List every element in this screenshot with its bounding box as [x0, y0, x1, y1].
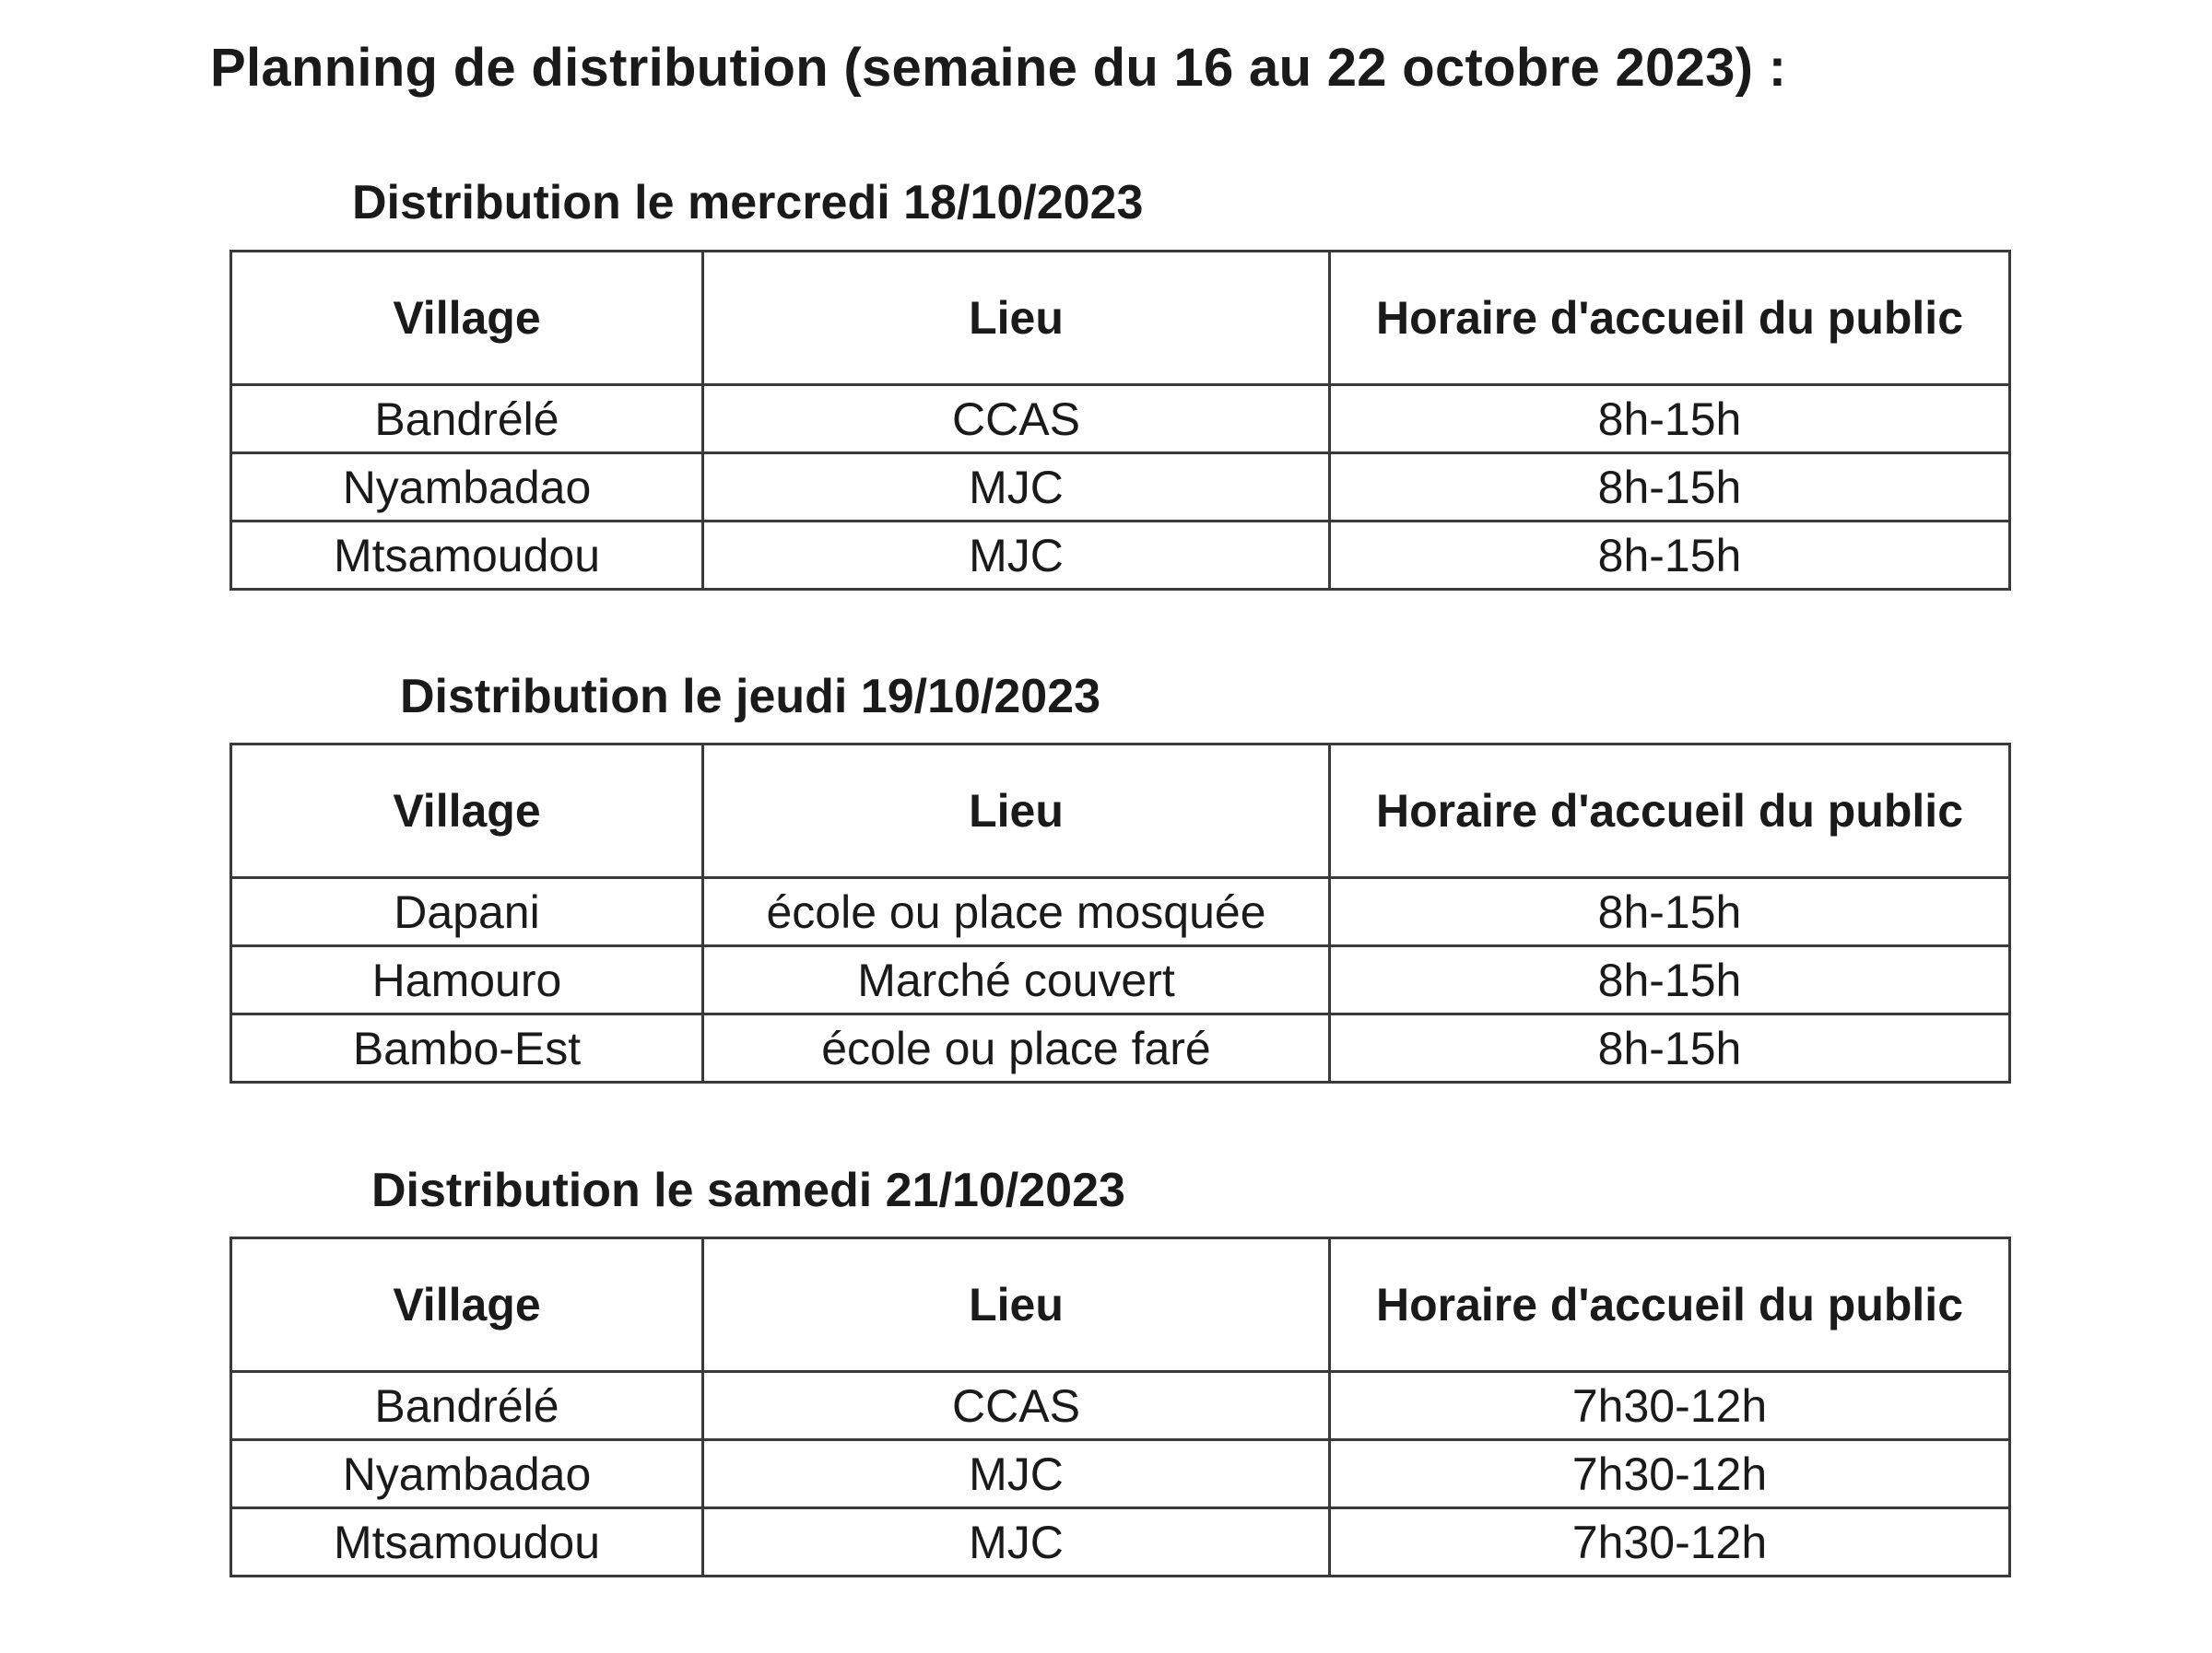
cell-horaire: 8h-15h: [1328, 1013, 2011, 1084]
table-row: Nyambadao MJC 7h30-12h: [229, 1438, 2011, 1509]
cell-horaire: 8h-15h: [1328, 876, 2011, 947]
table-header-row: Village Lieu Horaire d'accueil du public: [229, 250, 2011, 386]
column-header-lieu: Lieu: [701, 1237, 1331, 1373]
cell-lieu: MJC: [701, 1506, 1331, 1577]
table-row: Bandrélé CCAS 7h30-12h: [229, 1370, 2011, 1441]
column-header-lieu: Lieu: [701, 250, 1331, 386]
table-header-row: Village Lieu Horaire d'accueil du public: [229, 743, 2011, 879]
section-heading-saturday: Distribution le samedi 21/10/2023: [371, 1164, 1125, 1217]
cell-horaire: 7h30-12h: [1328, 1370, 2011, 1441]
section-heading-wednesday: Distribution le mercredi 18/10/2023: [352, 176, 1144, 229]
table-header-row: Village Lieu Horaire d'accueil du public: [229, 1237, 2011, 1373]
cell-village: Dapani: [229, 876, 704, 947]
column-header-horaire: Horaire d'accueil du public: [1328, 1237, 2011, 1373]
column-header-village: Village: [229, 250, 704, 386]
cell-horaire: 8h-15h: [1328, 383, 2011, 454]
cell-horaire: 7h30-12h: [1328, 1438, 2011, 1509]
table-row: Mtsamoudou MJC 8h-15h: [229, 520, 2011, 591]
cell-village: Nyambadao: [229, 451, 704, 522]
cell-lieu: MJC: [701, 1438, 1331, 1509]
cell-village: Nyambadao: [229, 1438, 704, 1509]
schedule-table-saturday: Village Lieu Horaire d'accueil du public…: [229, 1237, 2011, 1577]
table-row: Hamouro Marché couvert 8h-15h: [229, 944, 2011, 1015]
table-row: Mtsamoudou MJC 7h30-12h: [229, 1506, 2011, 1577]
schedule-table-thursday: Village Lieu Horaire d'accueil du public…: [229, 743, 2011, 1084]
column-header-village: Village: [229, 1237, 704, 1373]
table-row: Dapani école ou place mosquée 8h-15h: [229, 876, 2011, 947]
schedule-table-wednesday: Village Lieu Horaire d'accueil du public…: [229, 250, 2011, 591]
cell-lieu: CCAS: [701, 1370, 1331, 1441]
cell-lieu: école ou place faré: [701, 1013, 1331, 1084]
cell-horaire: 7h30-12h: [1328, 1506, 2011, 1577]
cell-village: Bandrélé: [229, 1370, 704, 1441]
section-heading-thursday: Distribution le jeudi 19/10/2023: [400, 670, 1101, 723]
column-header-horaire: Horaire d'accueil du public: [1328, 250, 2011, 386]
page-title: Planning de distribution (semaine du 16 …: [210, 38, 1787, 98]
cell-lieu: CCAS: [701, 383, 1331, 454]
cell-lieu: MJC: [701, 451, 1331, 522]
table-row: Bandrélé CCAS 8h-15h: [229, 383, 2011, 454]
column-header-horaire: Horaire d'accueil du public: [1328, 743, 2011, 879]
table-row: Nyambadao MJC 8h-15h: [229, 451, 2011, 522]
cell-village: Hamouro: [229, 944, 704, 1015]
column-header-lieu: Lieu: [701, 743, 1331, 879]
cell-horaire: 8h-15h: [1328, 451, 2011, 522]
cell-horaire: 8h-15h: [1328, 944, 2011, 1015]
cell-lieu: école ou place mosquée: [701, 876, 1331, 947]
cell-village: Bambo-Est: [229, 1013, 704, 1084]
column-header-village: Village: [229, 743, 704, 879]
cell-village: Bandrélé: [229, 383, 704, 454]
cell-horaire: 8h-15h: [1328, 520, 2011, 591]
table-row: Bambo-Est école ou place faré 8h-15h: [229, 1013, 2011, 1084]
cell-village: Mtsamoudou: [229, 1506, 704, 1577]
cell-lieu: Marché couvert: [701, 944, 1331, 1015]
cell-lieu: MJC: [701, 520, 1331, 591]
cell-village: Mtsamoudou: [229, 520, 704, 591]
